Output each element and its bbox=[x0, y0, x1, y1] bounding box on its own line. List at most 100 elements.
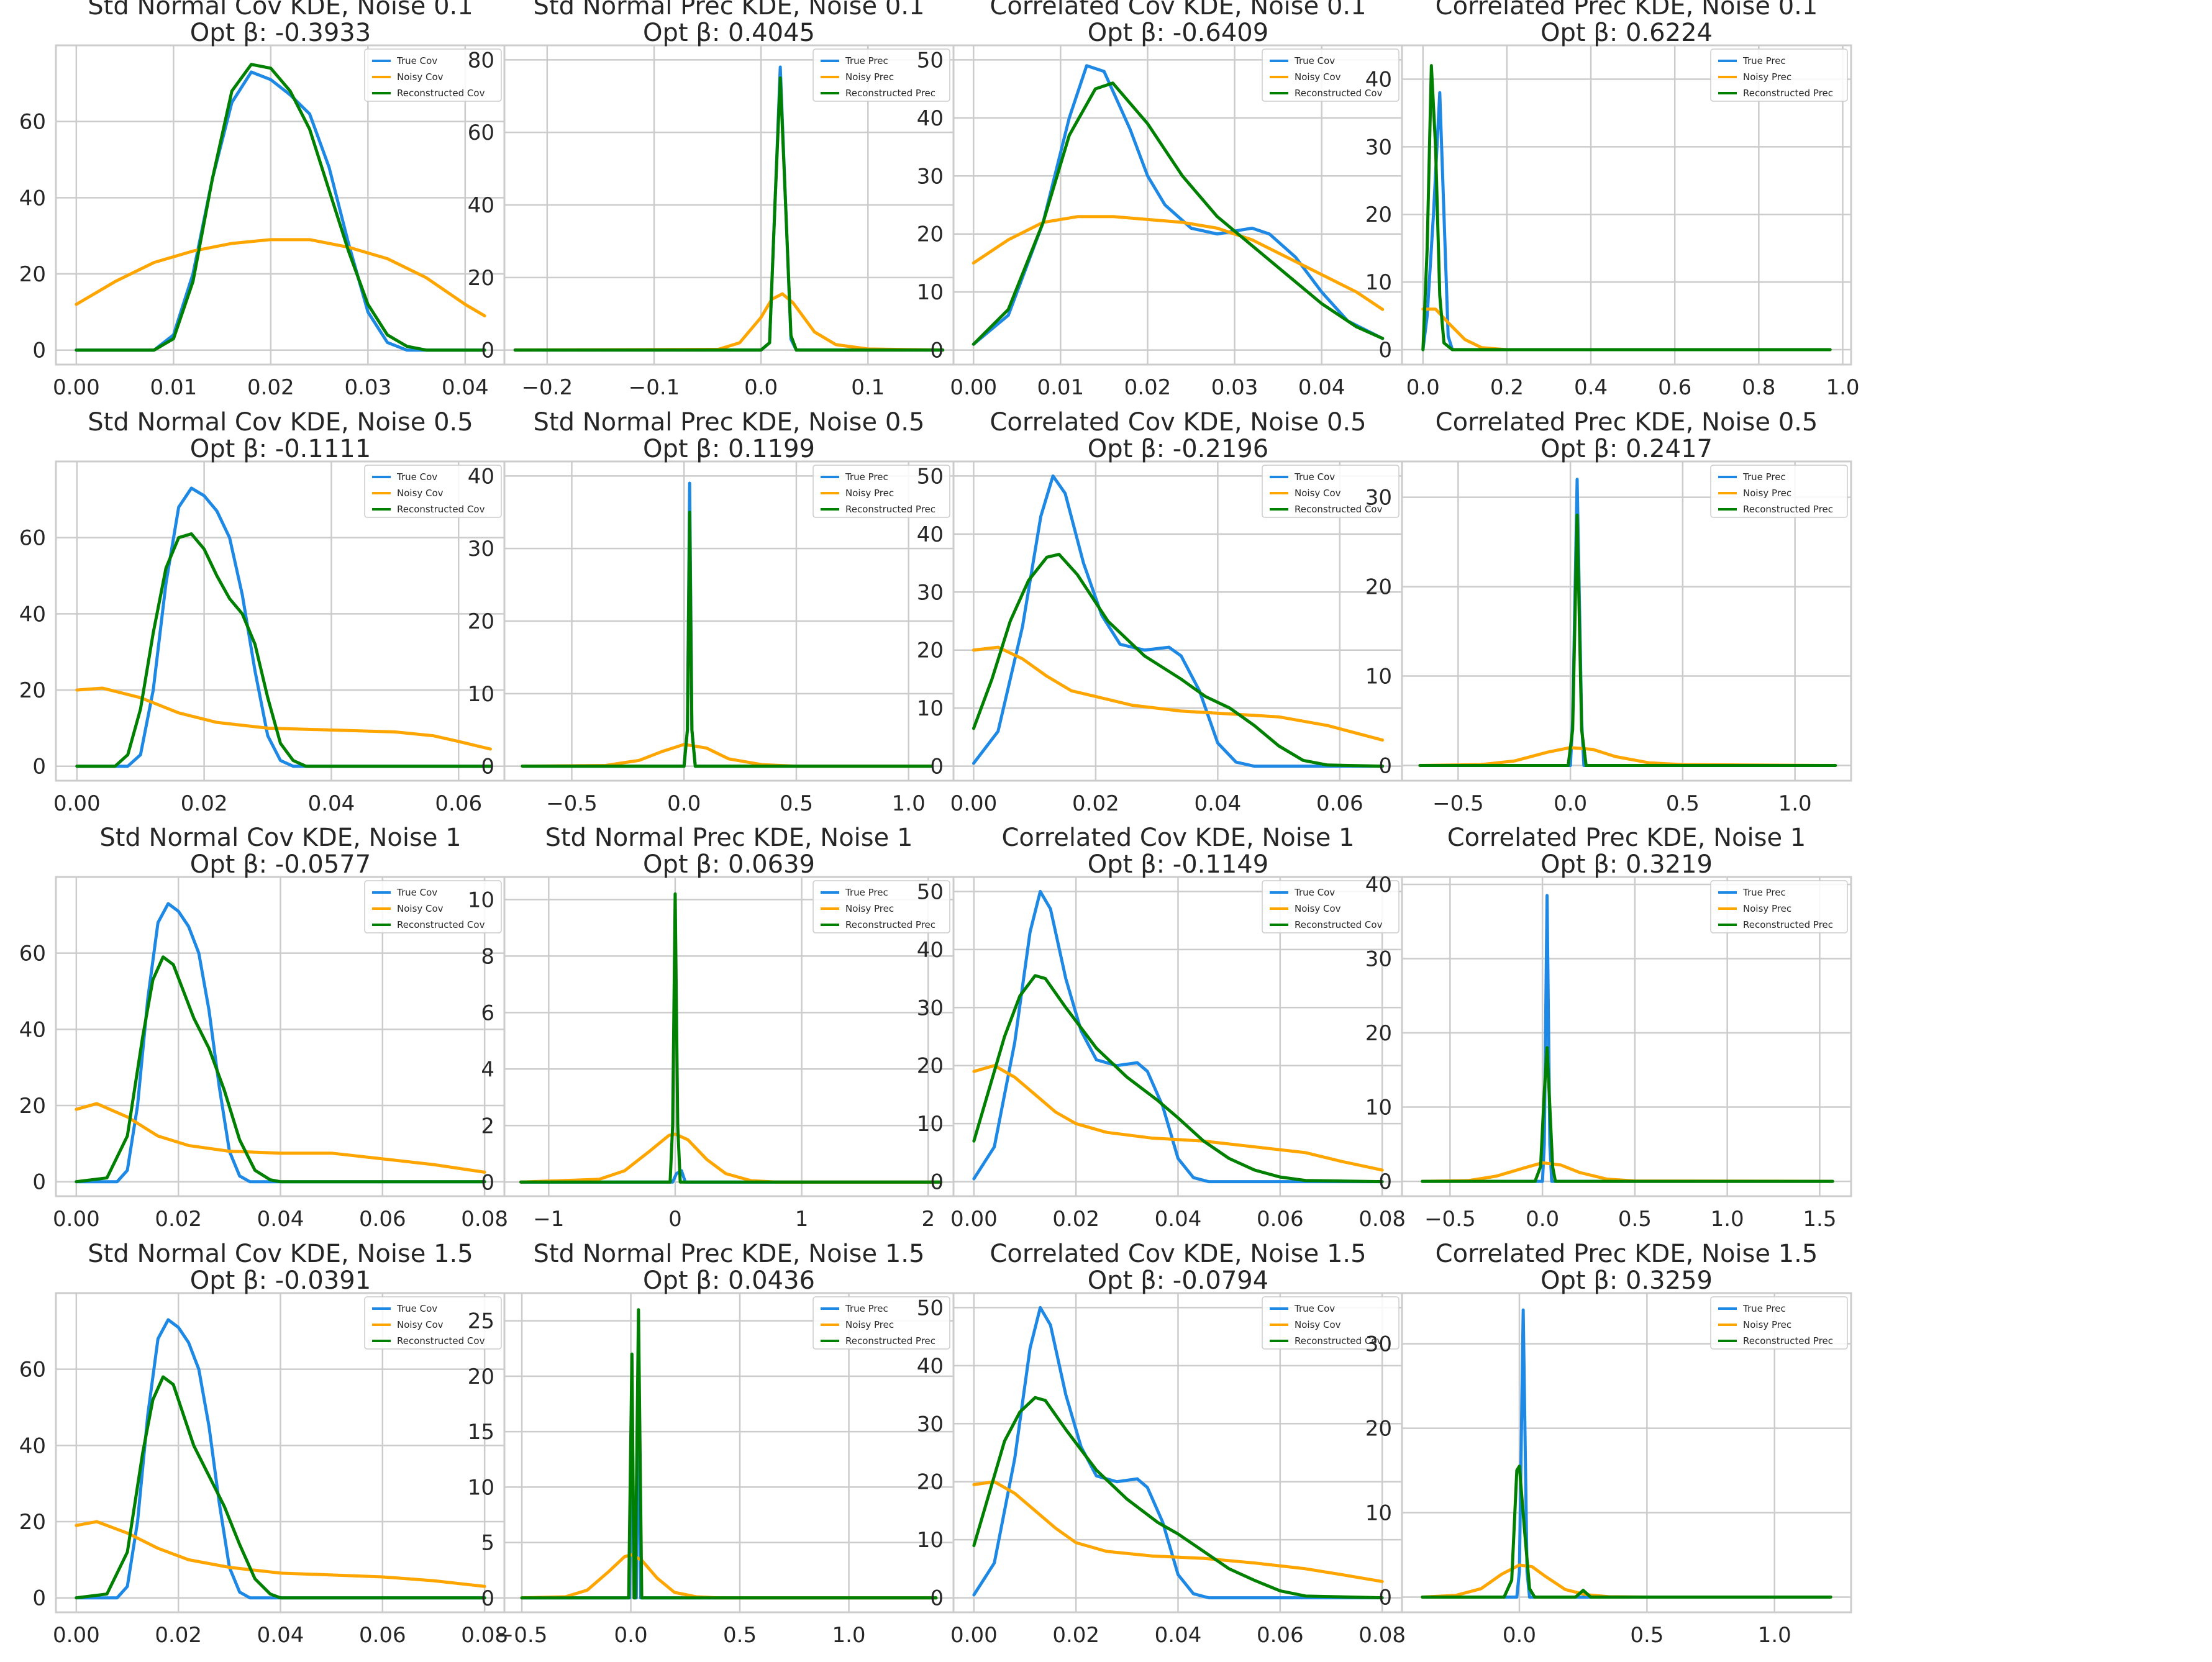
chart14-ytick-label: 20 bbox=[468, 1365, 494, 1389]
chart4-xtick-label: 1.0 bbox=[1826, 375, 1859, 400]
chart13-legend-label: Noisy Cov bbox=[397, 1319, 444, 1330]
chart12-xtick-label: 0.0 bbox=[1526, 1207, 1559, 1232]
chart15-legend-label: True Cov bbox=[1294, 1303, 1335, 1314]
chart16-frame bbox=[1401, 1292, 1852, 1614]
chart6-xtick-label: 0.0 bbox=[667, 791, 701, 816]
chart11-series-true-cov bbox=[972, 889, 1384, 1184]
chart9-legend-label: Reconstructed Cov bbox=[397, 919, 485, 930]
chart1-legend-label: Noisy Cov bbox=[397, 71, 444, 83]
chart8-legend-label: Noisy Prec bbox=[1743, 488, 1791, 499]
chart7-xtick-label: 0.02 bbox=[1072, 791, 1119, 816]
chart11-ytick-label: 0 bbox=[930, 1170, 944, 1195]
chart11-xtick-label: 0.08 bbox=[1359, 1207, 1406, 1232]
chart5-xtick-label: 0.02 bbox=[181, 791, 228, 816]
chart5-xtick-label: 0.04 bbox=[308, 791, 355, 816]
chart2-xtick-label: 0.0 bbox=[744, 375, 778, 400]
chart8-subtitle: Opt β: 0.2417 bbox=[1541, 435, 1713, 463]
chart11-ytick-label: 50 bbox=[917, 879, 944, 904]
chart5-panel: 0.00 0.02 0.04 0.06 0 20 40 60 Std Normal Cov KD… bbox=[19, 408, 506, 816]
chart3-ytick-label: 50 bbox=[917, 48, 944, 73]
chart12-series-true-prec bbox=[1421, 894, 1834, 1183]
chart1-ytick-label: 0 bbox=[32, 338, 46, 363]
chart4-series-reconstructed-prec bbox=[1421, 64, 1832, 352]
chart16-xtick-label: 1.0 bbox=[1758, 1623, 1791, 1648]
chart13-xtick-label: 0.04 bbox=[257, 1623, 304, 1648]
chart10-xtick-label: 1 bbox=[795, 1207, 809, 1232]
chart12-subtitle: Opt β: 0.3219 bbox=[1541, 850, 1713, 879]
chart3-ytick-label: 10 bbox=[917, 280, 944, 305]
chart15-title: Correlated Cov KDE, Noise 1.5 bbox=[990, 1240, 1366, 1268]
chart7-ytick-label: 10 bbox=[917, 696, 944, 721]
chart1-ytick-label: 60 bbox=[19, 110, 46, 135]
chart6-subtitle: Opt β: 0.1199 bbox=[643, 435, 815, 463]
chart12-ytick-label: 30 bbox=[1365, 947, 1392, 971]
chart15-legend-label: Reconstructed Cov bbox=[1295, 1335, 1383, 1346]
chart15-xtick-label: 0.02 bbox=[1052, 1623, 1099, 1648]
chart4-xtick-label: 0.6 bbox=[1658, 375, 1691, 400]
chart16-xtick-label: 0.0 bbox=[1503, 1623, 1536, 1648]
chart5-ytick-label: 40 bbox=[19, 602, 46, 627]
chart8-legend: True Prec Noisy Prec Reconstructed Prec bbox=[1710, 465, 1848, 518]
chart16-ytick-label: 0 bbox=[1378, 1586, 1392, 1610]
chart14-ytick-label: 25 bbox=[468, 1309, 494, 1334]
chart10-ytick-label: 0 bbox=[481, 1170, 494, 1195]
chart14-xtick-label: −0.5 bbox=[496, 1623, 548, 1648]
chart12-legend: True Prec Noisy Prec Reconstructed Prec bbox=[1710, 880, 1848, 933]
chart7-series-true-cov bbox=[972, 474, 1385, 768]
chart16-ytick-label: 30 bbox=[1365, 1332, 1392, 1357]
chart10-legend-label: True Prec bbox=[845, 887, 888, 898]
chart14-series-reconstructed-prec bbox=[520, 1308, 938, 1600]
chart3-legend-label: Noisy Cov bbox=[1295, 71, 1341, 83]
chart4-ytick-label: 30 bbox=[1365, 135, 1392, 160]
chart1-legend-box bbox=[364, 48, 502, 102]
chart1-xtick-label: 0.04 bbox=[442, 375, 489, 400]
chart6-ytick-label: 0 bbox=[481, 755, 494, 779]
chart7-subtitle: Opt β: -0.2196 bbox=[1088, 435, 1268, 463]
chart11-legend-label: Reconstructed Cov bbox=[1295, 919, 1383, 930]
chart8-legend-label: True Prec bbox=[1742, 471, 1786, 483]
chart11-legend-box bbox=[1262, 880, 1400, 933]
chart7-ytick-label: 40 bbox=[917, 522, 944, 547]
chart4-ytick-label: 0 bbox=[1378, 338, 1392, 363]
chart12-ytick-label: 10 bbox=[1365, 1096, 1392, 1120]
chart11-series-reconstructed-cov bbox=[972, 974, 1384, 1184]
chart3-legend-label: Reconstructed Cov bbox=[1295, 88, 1383, 99]
chart15-ytick-label: 30 bbox=[917, 1412, 944, 1437]
chart8-xtick-label: −0.5 bbox=[1432, 791, 1484, 816]
chart9-legend-box bbox=[364, 880, 502, 933]
chart12-legend-label: Noisy Prec bbox=[1743, 903, 1791, 914]
chart5-subtitle: Opt β: -0.1111 bbox=[190, 435, 371, 463]
chart4-legend-label: True Prec bbox=[1742, 55, 1786, 66]
chart11-ytick-label: 30 bbox=[917, 996, 944, 1020]
chart12-panel: −0.5 0.0 0.5 1.0 1.5 0 10 20 30 40 Correlated Prec… bbox=[1365, 824, 1852, 1232]
chart16-ytick-label: 20 bbox=[1365, 1417, 1392, 1442]
chart16-legend-label: Noisy Prec bbox=[1743, 1319, 1791, 1330]
chart3-xtick-label: 0.02 bbox=[1124, 375, 1172, 400]
chart5-legend-label: True Cov bbox=[396, 471, 437, 483]
chart6-legend-label: Reconstructed Prec bbox=[845, 504, 935, 515]
chart1-legend-label: Reconstructed Cov bbox=[397, 88, 485, 99]
chart12-series-reconstructed-prec bbox=[1421, 1046, 1834, 1183]
chart9-xtick-label: 0.04 bbox=[257, 1207, 304, 1232]
chart3-xtick-label: 0.03 bbox=[1211, 375, 1258, 400]
chart14-xtick-label: 1.0 bbox=[832, 1623, 865, 1648]
chart12-xtick-label: 1.0 bbox=[1711, 1207, 1744, 1232]
chart2-legend-box bbox=[812, 48, 950, 102]
chart3-panel: 0.00 0.01 0.02 0.03 0.04 0 10 20 30 40 50 Correlate… bbox=[917, 0, 1404, 400]
chart15-ytick-label: 50 bbox=[917, 1296, 944, 1320]
chart10-xtick-label: −1 bbox=[533, 1207, 564, 1232]
chart3-ytick-label: 0 bbox=[930, 338, 944, 363]
chart2-subtitle: Opt β: 0.4045 bbox=[643, 19, 815, 47]
chart14-subtitle: Opt β: 0.0436 bbox=[643, 1266, 815, 1295]
chart15-ytick-label: 20 bbox=[917, 1470, 944, 1495]
chart2-ytick-label: 60 bbox=[468, 120, 494, 145]
chart3-subtitle: Opt β: -0.6409 bbox=[1088, 19, 1268, 47]
chart6-xtick-label: −0.5 bbox=[546, 791, 598, 816]
chart1-panel: 0.00 0.01 0.02 0.03 0.04 0 20 40 60 Std Normal Co… bbox=[19, 0, 506, 400]
chart8-ytick-label: 30 bbox=[1365, 486, 1392, 511]
chart2-xtick-label: −0.1 bbox=[629, 375, 680, 400]
chart4-title: Correlated Prec KDE, Noise 0.1 bbox=[1436, 0, 1818, 20]
chart3-series-true-cov bbox=[972, 64, 1385, 346]
chart5-title: Std Normal Cov KDE, Noise 0.5 bbox=[88, 408, 473, 437]
chart15-legend-box bbox=[1262, 1296, 1400, 1350]
